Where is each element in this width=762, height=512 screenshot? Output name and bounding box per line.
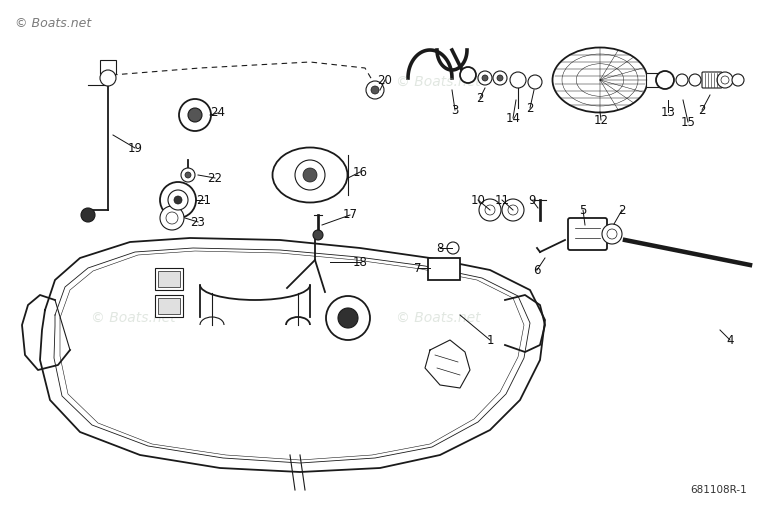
Text: 12: 12	[594, 114, 609, 126]
Bar	[158, 298, 180, 314]
Text: 6: 6	[533, 264, 541, 276]
Text: © Boats.net: © Boats.net	[396, 310, 481, 325]
Text: © Boats.net: © Boats.net	[91, 310, 176, 325]
Circle shape	[371, 86, 379, 94]
Text: 3: 3	[451, 103, 459, 117]
Circle shape	[295, 160, 325, 190]
Circle shape	[479, 199, 501, 221]
Circle shape	[721, 76, 729, 84]
Circle shape	[502, 199, 524, 221]
Text: 4: 4	[726, 333, 734, 347]
Text: 15: 15	[680, 116, 696, 129]
Text: 19: 19	[127, 141, 142, 155]
Text: 24: 24	[210, 106, 226, 119]
Circle shape	[482, 75, 488, 81]
Circle shape	[528, 75, 542, 89]
Circle shape	[160, 206, 184, 230]
Circle shape	[447, 242, 459, 254]
Circle shape	[602, 224, 622, 244]
Circle shape	[179, 99, 211, 131]
Bar	[646, 73, 660, 87]
Text: 10: 10	[471, 194, 485, 206]
Circle shape	[485, 205, 495, 215]
Circle shape	[100, 70, 116, 86]
Circle shape	[676, 74, 688, 86]
Text: 21: 21	[197, 194, 212, 206]
Circle shape	[460, 67, 476, 83]
Text: 9: 9	[528, 194, 536, 206]
FancyBboxPatch shape	[702, 72, 722, 88]
Circle shape	[366, 81, 384, 99]
Circle shape	[303, 168, 317, 182]
Text: 2: 2	[698, 103, 706, 117]
Text: 7: 7	[415, 262, 421, 274]
Text: 2: 2	[527, 101, 533, 115]
Text: 1: 1	[486, 333, 494, 347]
Text: 2: 2	[618, 203, 626, 217]
Text: © Boats.net: © Boats.net	[15, 16, 91, 30]
Circle shape	[181, 168, 195, 182]
Text: 23: 23	[190, 216, 206, 228]
Circle shape	[338, 308, 358, 328]
Text: 13: 13	[661, 105, 675, 118]
Circle shape	[188, 108, 202, 122]
Ellipse shape	[552, 48, 648, 113]
Polygon shape	[40, 238, 545, 472]
Circle shape	[689, 74, 701, 86]
Circle shape	[493, 71, 507, 85]
Circle shape	[732, 74, 744, 86]
Bar	[155, 268, 183, 290]
Text: © Boats.net: © Boats.net	[396, 75, 481, 89]
Circle shape	[160, 182, 196, 218]
Bar	[100, 60, 116, 74]
Circle shape	[326, 296, 370, 340]
Text: 11: 11	[495, 194, 510, 206]
Circle shape	[497, 75, 503, 81]
Text: 20: 20	[377, 74, 392, 87]
Circle shape	[174, 196, 182, 204]
Text: 2: 2	[476, 92, 484, 104]
Text: 14: 14	[505, 112, 520, 124]
Circle shape	[478, 71, 492, 85]
Circle shape	[168, 190, 188, 210]
Circle shape	[166, 212, 178, 224]
Bar	[158, 271, 180, 287]
Circle shape	[313, 230, 323, 240]
Text: 22: 22	[207, 172, 223, 184]
Text: 17: 17	[342, 208, 357, 222]
Circle shape	[510, 72, 526, 88]
Circle shape	[607, 229, 617, 239]
Circle shape	[717, 72, 733, 88]
Text: 681108R-1: 681108R-1	[690, 485, 747, 495]
Circle shape	[81, 208, 95, 222]
FancyBboxPatch shape	[568, 218, 607, 250]
Circle shape	[656, 71, 674, 89]
Ellipse shape	[273, 147, 347, 203]
Bar	[428, 258, 460, 280]
Text: 8: 8	[437, 242, 443, 254]
Bar	[155, 295, 183, 317]
Circle shape	[185, 172, 191, 178]
Circle shape	[508, 205, 518, 215]
Text: 18: 18	[353, 255, 367, 268]
Text: 5: 5	[579, 203, 587, 217]
Text: 16: 16	[353, 165, 367, 179]
